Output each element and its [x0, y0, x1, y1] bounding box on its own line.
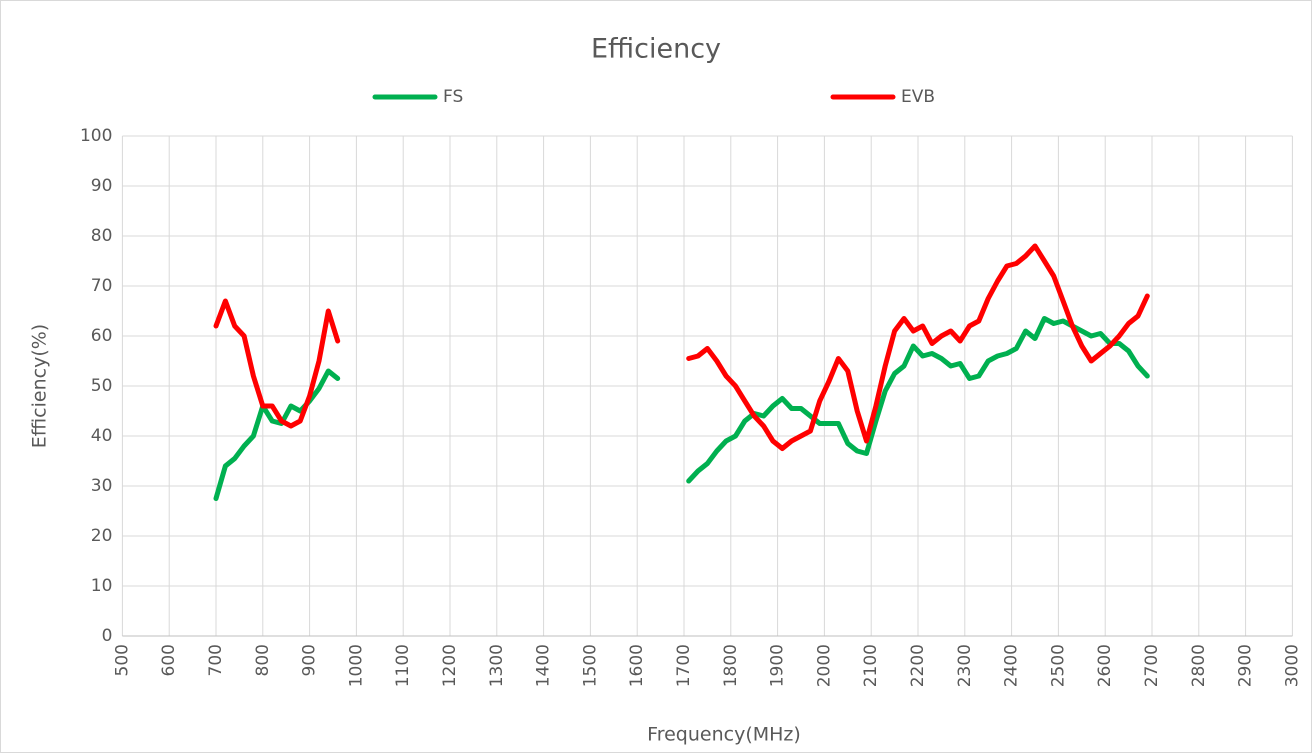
y-tick-label: 100 — [80, 126, 112, 146]
y-tick-label: 40 — [91, 426, 113, 446]
x-tick-label: 1500 — [580, 644, 600, 687]
chart-title: Efficiency — [591, 34, 721, 65]
x-tick-label: 800 — [253, 644, 273, 676]
x-tick-label: 1000 — [346, 644, 366, 687]
x-tick-label: 2000 — [814, 644, 834, 687]
y-tick-label: 50 — [91, 376, 113, 396]
y-tick-label: 20 — [91, 526, 113, 546]
x-tick-label: 1300 — [487, 644, 507, 687]
y-tick-label: 90 — [91, 176, 113, 196]
x-tick-label: 2200 — [908, 644, 928, 687]
x-tick-label: 3000 — [1282, 644, 1302, 687]
x-axis-label: Frequency(MHz) — [647, 724, 801, 746]
legend-label: EVB — [901, 87, 935, 107]
x-tick-label: 2500 — [1048, 644, 1068, 687]
y-tick-label: 70 — [91, 276, 113, 296]
x-tick-label: 1200 — [440, 644, 460, 687]
x-tick-label: 2400 — [1002, 644, 1022, 687]
y-tick-label: 30 — [91, 476, 113, 496]
y-tick-label: 0 — [102, 626, 113, 646]
x-tick-label: 1800 — [721, 644, 741, 687]
legend-label: FS — [443, 87, 463, 107]
x-tick-label: 2900 — [1236, 644, 1256, 687]
y-tick-label: 10 — [91, 576, 113, 596]
x-tick-label: 1600 — [627, 644, 647, 687]
x-tick-label: 2100 — [861, 644, 881, 687]
y-tick-label: 80 — [91, 226, 113, 246]
x-tick-label: 2600 — [1095, 644, 1115, 687]
x-tick-label: 1400 — [534, 644, 554, 687]
x-tick-label: 2300 — [955, 644, 975, 687]
x-tick-label: 700 — [206, 644, 226, 676]
y-axis-label: Efficiency(%) — [29, 324, 51, 448]
x-tick-label: 2700 — [1142, 644, 1162, 687]
x-tick-label: 1700 — [674, 644, 694, 687]
x-tick-label: 2800 — [1189, 644, 1209, 687]
series-line — [213, 243, 1150, 451]
x-tick-label: 600 — [159, 644, 179, 676]
x-tick-label: 1900 — [768, 644, 788, 687]
x-tick-label: 1100 — [393, 644, 413, 687]
y-tick-label: 60 — [91, 326, 113, 346]
x-tick-label: 500 — [112, 644, 132, 676]
x-tick-label: 900 — [300, 644, 320, 676]
